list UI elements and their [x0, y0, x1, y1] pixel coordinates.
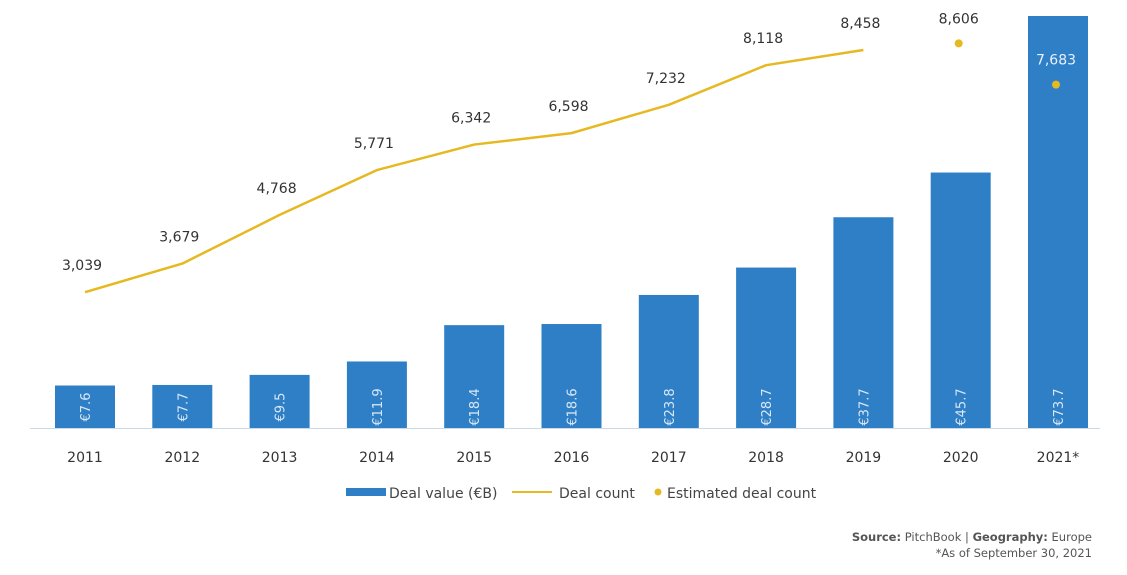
deal-count-label: 5,771: [354, 136, 394, 152]
x-tick-label: 2012: [164, 450, 200, 466]
bar-value-label: €9.5: [274, 393, 289, 422]
bar-2016: [541, 324, 602, 428]
estimated-deal-count-label: 7,683: [1036, 53, 1076, 69]
bar-value-label: €18.4: [468, 388, 483, 425]
bar-value-label: €7.6: [79, 393, 94, 422]
legend: Deal value (€B) Deal count Estimated dea…: [346, 486, 817, 502]
legend-deal-count: Deal count: [559, 486, 635, 502]
bar-value-label: €28.7: [760, 388, 775, 425]
bar-value-label: €7.7: [176, 393, 191, 422]
bar-2017: [638, 294, 699, 428]
x-tick-label: 2014: [359, 450, 395, 466]
x-tick-label: 2013: [262, 450, 298, 466]
deal-count-label: 3,039: [62, 258, 102, 274]
legend-swatch-deal-value: [346, 488, 386, 496]
bar-value-label: €23.8: [663, 388, 678, 425]
deal-count-label: 8,458: [840, 16, 880, 32]
x-tick-label: 2015: [456, 450, 492, 466]
legend-swatch-estimated: [654, 488, 662, 496]
x-tick-label: 2021*: [1037, 450, 1080, 466]
x-tick-label: 2020: [943, 450, 979, 466]
bar-2019: [833, 217, 894, 428]
deal-count-label: 3,679: [159, 230, 199, 246]
bar-value-label: €37.7: [857, 388, 872, 425]
bar-2020: [930, 172, 991, 428]
bar-2011: [55, 385, 115, 428]
legend-estimated-deal-count: Estimated deal count: [667, 486, 817, 502]
x-tick-label: 2018: [748, 450, 784, 466]
deal-count-label: 6,598: [548, 99, 588, 115]
deal-count-label: 6,342: [451, 111, 491, 127]
estimated-deal-count-point: [1052, 80, 1060, 89]
bar-2021: [1028, 16, 1088, 428]
bar-value-label: €18.6: [566, 388, 581, 425]
bar-2013: [249, 374, 310, 428]
bar-value-label: €11.9: [371, 388, 386, 425]
x-tick-label: 2011: [67, 450, 103, 466]
estimated-deal-count-point: [954, 39, 963, 48]
as-of-note: *As of September 30, 2021: [936, 546, 1092, 560]
source-note: Source: PitchBook | Geography: Europe: [852, 530, 1092, 544]
deal-count-label: 7,232: [646, 71, 686, 87]
bar-2015: [444, 325, 505, 428]
x-tick-label: 2017: [651, 450, 687, 466]
estimated-deal-count-label: 8,606: [939, 11, 979, 27]
bar-2018: [736, 267, 797, 428]
bar-value-label: €45.7: [955, 388, 970, 425]
legend-deal-value: Deal value (€B): [389, 486, 497, 502]
deal-count-line: [84, 48, 864, 294]
deal-count-label: 4,768: [257, 181, 297, 197]
x-tick-label: 2016: [554, 450, 590, 466]
bar-value-label: €73.7: [1052, 388, 1067, 425]
x-tick-label: 2019: [846, 450, 882, 466]
bar-2014: [346, 361, 407, 428]
bar-2012: [152, 384, 213, 428]
deal-count-label: 8,118: [743, 31, 783, 47]
